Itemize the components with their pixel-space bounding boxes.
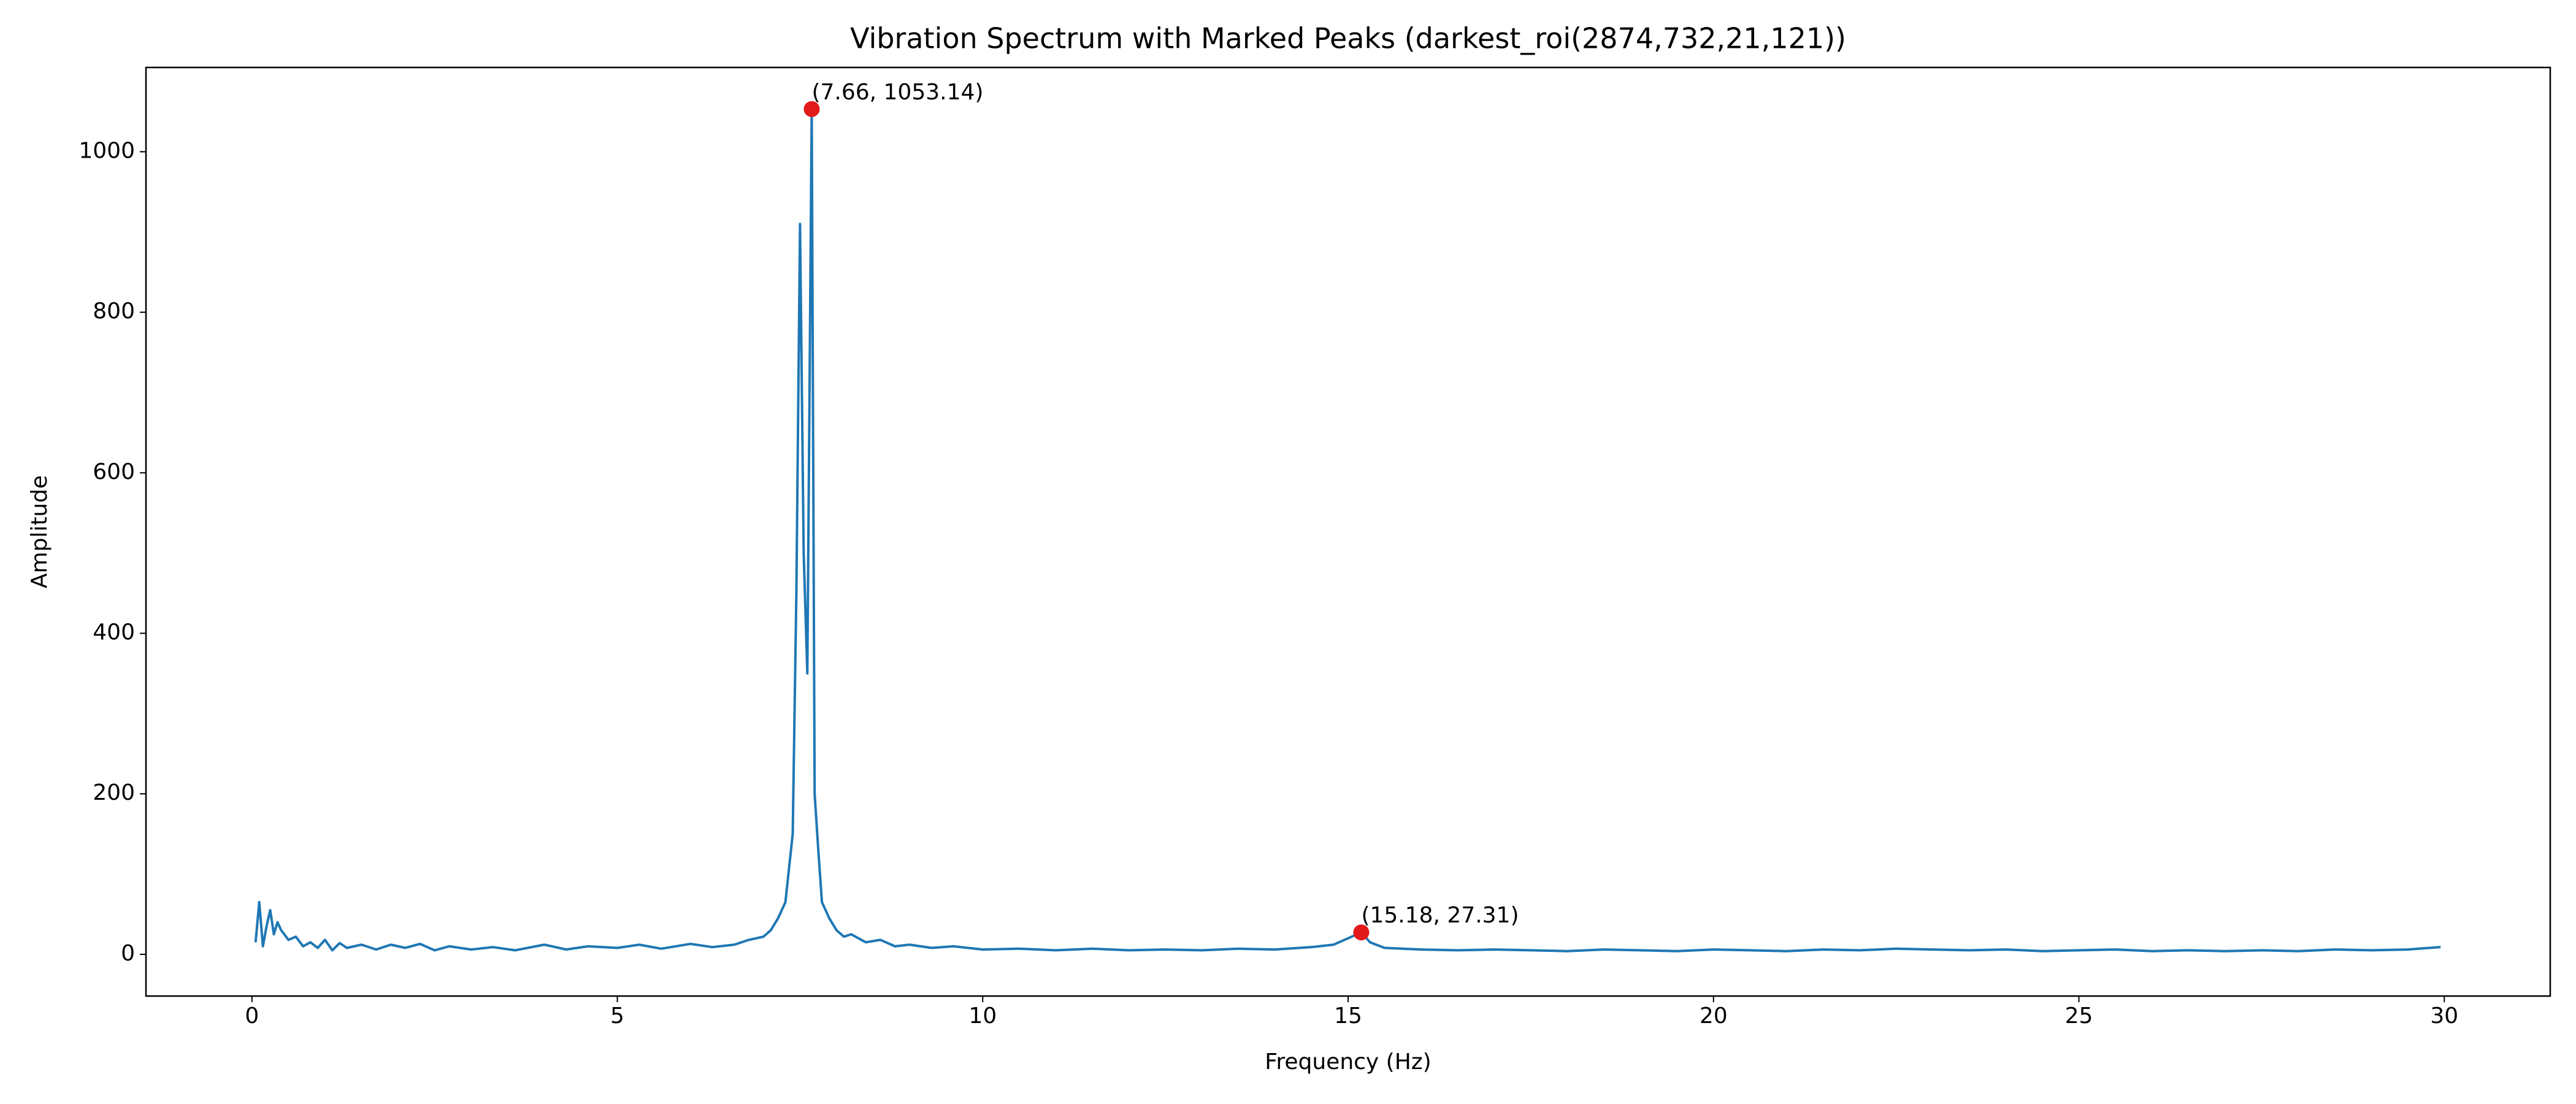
- x-tick-label: 25: [2065, 1003, 2093, 1029]
- y-tick-label: 600: [93, 459, 135, 485]
- y-tick-label: 400: [93, 620, 135, 645]
- x-tick-label: 10: [968, 1003, 997, 1029]
- peak-marker: [1353, 924, 1370, 941]
- x-tick-label: 20: [1700, 1003, 1728, 1029]
- chart-title: Vibration Spectrum with Marked Peaks (da…: [850, 22, 1846, 55]
- peak-marker: [803, 101, 820, 117]
- x-tick-label: 0: [245, 1003, 259, 1029]
- y-tick-label: 800: [93, 299, 135, 324]
- peak-label: (15.18, 27.31): [1361, 903, 1519, 928]
- plot-frame: [145, 66, 2551, 997]
- x-tick-label: 30: [2430, 1003, 2458, 1029]
- y-axis-label: Amplitude: [27, 475, 52, 588]
- x-tick-label: 5: [610, 1003, 624, 1029]
- y-tick-label: 200: [93, 780, 135, 805]
- x-tick-label: 15: [1334, 1003, 1362, 1029]
- peak-label: (7.66, 1053.14): [811, 80, 983, 105]
- y-tick-label: 1000: [79, 138, 135, 163]
- x-axis-label: Frequency (Hz): [1265, 1049, 1431, 1075]
- y-tick-label: 0: [121, 941, 135, 966]
- spectrum-line: [254, 107, 2441, 953]
